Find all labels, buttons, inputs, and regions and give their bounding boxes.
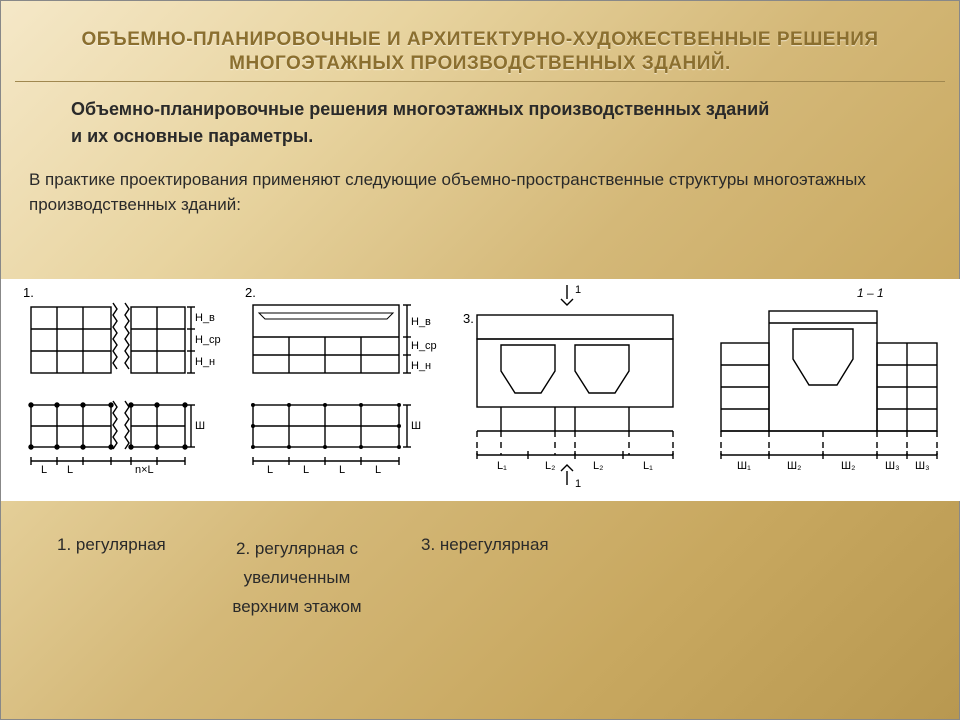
- dim2-l2: L: [303, 464, 309, 476]
- dim2-w: Ш: [411, 420, 421, 432]
- dim-hn: H_н: [195, 356, 215, 368]
- dim4-w3b: Ш₃: [915, 460, 930, 472]
- page-title-line2: МНОГОЭТАЖНЫХ ПРОИЗВОДСТВЕННЫХ ЗДАНИЙ.: [15, 53, 945, 82]
- caption-3: 3. нерегулярная: [421, 535, 549, 555]
- dim2-l1: L: [267, 464, 273, 476]
- subtitle-line1: Объемно-планировочные решения многоэтажн…: [71, 96, 889, 123]
- dim4-w2b: Ш₂: [841, 460, 855, 472]
- dim4-w2a: Ш₂: [787, 460, 801, 472]
- dim-l-a: L: [41, 464, 47, 476]
- dim2-hn: H_н: [411, 360, 431, 372]
- dim3-l1b: L₁: [643, 460, 653, 472]
- dim4-w1: Ш₁: [737, 460, 751, 472]
- fig1-label: 1.: [23, 285, 34, 300]
- dim-hsp: H_ср: [195, 334, 221, 346]
- caption-2c: верхним этажом: [232, 597, 361, 616]
- fig3-label: 3.: [463, 311, 474, 326]
- diagrams-svg: 1. H_в H_ср H_н: [1, 279, 960, 501]
- subtitle-line2: и их основные параметры.: [71, 123, 889, 150]
- fig-3-section: 1 – 1 Ш₁ Ш₂ Ш₂ Ш₃ Ш₃: [721, 286, 937, 472]
- fig-2: 2. H_в H_ср H_н Ш L: [245, 285, 437, 476]
- subtitle: Объемно-планировочные решения многоэтажн…: [71, 96, 889, 150]
- sec-bot: 1: [575, 478, 581, 490]
- figure-strip: 1. H_в H_ср H_н: [1, 279, 960, 501]
- fig-1: 1. H_в H_ср H_н: [23, 285, 221, 476]
- dim4-w3a: Ш₃: [885, 460, 900, 472]
- fig2-label: 2.: [245, 285, 256, 300]
- caption-2b: увеличенным: [244, 568, 351, 587]
- dim3-l2a: L₂: [545, 460, 555, 472]
- dim-nl: n×L: [135, 464, 154, 476]
- dim2-l3: L: [339, 464, 345, 476]
- dim-l-b: L: [67, 464, 73, 476]
- fig-3: 3. 1 1 L: [463, 284, 673, 490]
- sec-title: 1 – 1: [857, 286, 884, 300]
- dim2-l4: L: [375, 464, 381, 476]
- dim3-l1a: L₁: [497, 460, 507, 472]
- caption-2: 2. регулярная с увеличенным верхним этаж…: [207, 535, 387, 622]
- caption-1: 1. регулярная: [57, 535, 166, 555]
- intro-paragraph: В практике проектирования применяют след…: [29, 168, 931, 217]
- dim-w1: Ш: [195, 420, 205, 432]
- dim2-hsp: H_ср: [411, 340, 437, 352]
- dim-hv: H_в: [195, 312, 215, 324]
- dim3-l2b: L₂: [593, 460, 603, 472]
- sec-top: 1: [575, 284, 581, 296]
- page-title-line1: ОБЪЕМНО-ПЛАНИРОВОЧНЫЕ И АРХИТЕКТУРНО-ХУД…: [1, 1, 959, 51]
- caption-2a: 2. регулярная с: [236, 539, 358, 558]
- dim2-hv: H_в: [411, 316, 431, 328]
